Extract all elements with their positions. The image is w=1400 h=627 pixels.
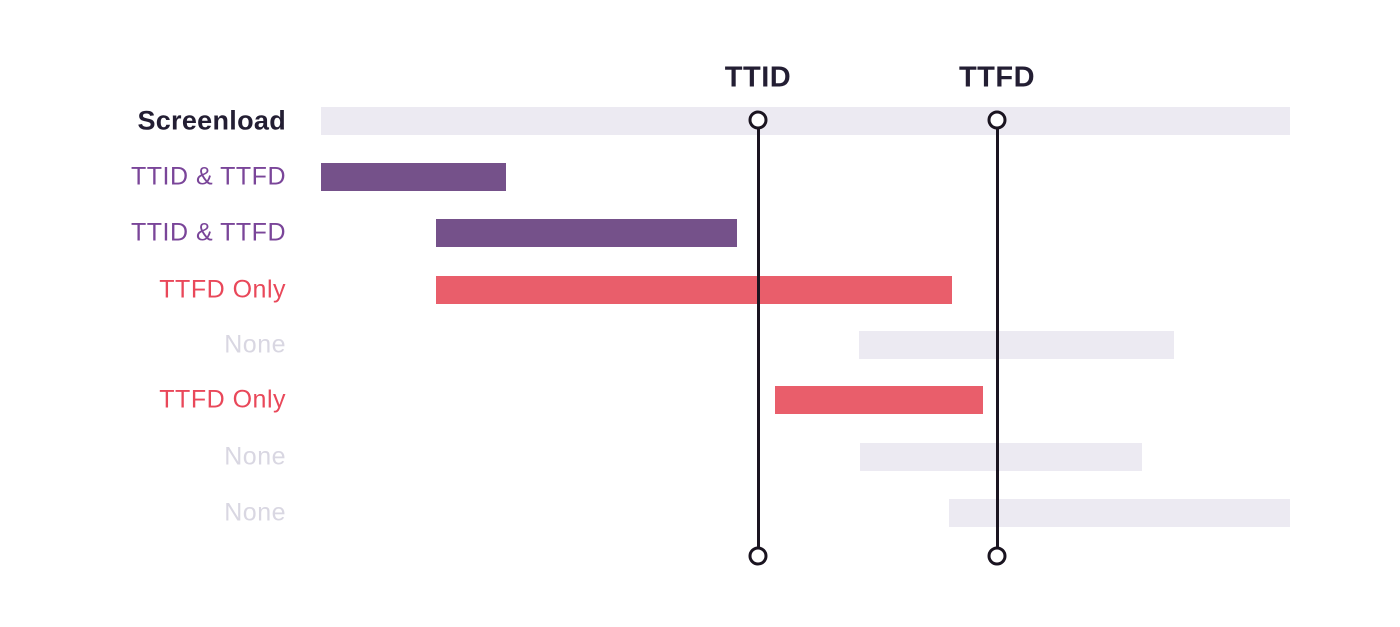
span-bar — [860, 443, 1142, 471]
ttfd-marker-circle-bottom — [987, 546, 1007, 566]
row-label: Screenload — [137, 105, 286, 136]
ttid-marker-circle-bottom — [748, 546, 768, 566]
row-label: None — [224, 498, 286, 527]
span-bar — [775, 386, 983, 414]
ttid-marker-label: TTID — [724, 61, 792, 94]
ttid-marker-circle-top — [748, 110, 768, 130]
row-label: None — [224, 330, 286, 359]
span-bar — [949, 499, 1290, 527]
span-bar — [859, 331, 1174, 359]
ttfd-marker-circle-top — [987, 110, 1007, 130]
ttfd-marker-label: TTFD — [958, 61, 1036, 94]
ttfd-marker-line — [995, 120, 999, 556]
span-bar — [321, 163, 506, 191]
row-label: TTID & TTFD — [130, 162, 286, 191]
ttid-marker-line — [756, 120, 760, 556]
row-label: TTFD Only — [159, 275, 286, 304]
row-label: TTID & TTFD — [130, 218, 286, 247]
span-bar — [436, 219, 737, 247]
row-label: TTFD Only — [159, 385, 286, 414]
span-bar — [436, 276, 952, 304]
row-label: None — [224, 442, 286, 471]
span-bar — [321, 107, 1290, 135]
